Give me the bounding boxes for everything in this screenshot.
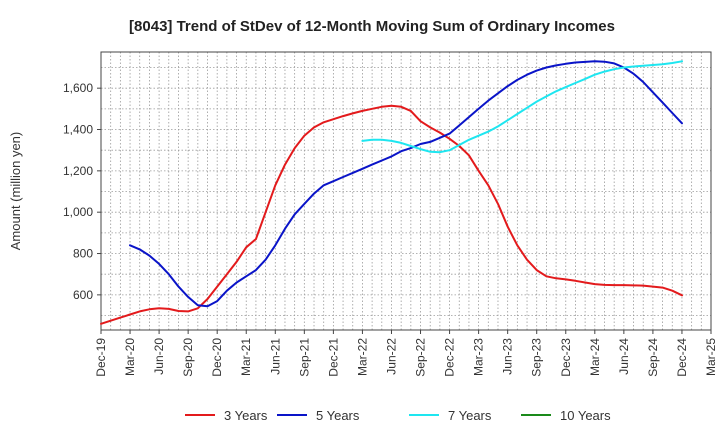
grid-layer xyxy=(101,52,711,330)
legend-label: 3 Years xyxy=(224,408,268,423)
y-tick-label: 800 xyxy=(73,247,93,261)
chart-title: [8043] Trend of StDev of 12-Month Moving… xyxy=(129,18,615,35)
x-tick-label: Dec-22 xyxy=(443,338,457,377)
legend: 3 Years 5 Years 7 Years 10 Years xyxy=(185,408,611,423)
y-tick-label: 1,600 xyxy=(63,81,93,95)
x-tick-label: Sep-20 xyxy=(181,338,195,377)
y-tick-label: 600 xyxy=(73,288,93,302)
y-axis-label: Amount (million yen) xyxy=(8,132,23,251)
y-tick-label: 1,200 xyxy=(63,164,93,178)
y-axis-ticks: 600 800 1,000 1,200 1,400 1,600 xyxy=(63,81,101,302)
plot-frame xyxy=(100,51,712,331)
series-line-3-years xyxy=(100,104,683,325)
x-tick-label: Mar-23 xyxy=(472,338,486,376)
x-tick-label: Dec-23 xyxy=(559,338,573,377)
x-tick-label: Jun-22 xyxy=(384,338,398,375)
legend-label: 10 Years xyxy=(560,408,611,423)
series-line-5-years xyxy=(129,60,683,308)
series-layer xyxy=(100,60,683,325)
x-tick-label: Sep-21 xyxy=(297,338,311,377)
x-tick-label: Jun-23 xyxy=(501,338,515,375)
y-tick-label: 1,000 xyxy=(63,205,93,219)
x-tick-label: Dec-24 xyxy=(675,338,689,377)
x-tick-label: Sep-23 xyxy=(530,338,544,377)
x-tick-label: Mar-20 xyxy=(123,338,137,376)
x-tick-label: Mar-21 xyxy=(239,338,253,376)
legend-label: 7 Years xyxy=(448,408,492,423)
x-tick-label: Sep-24 xyxy=(646,338,660,377)
x-tick-label: Dec-21 xyxy=(326,338,340,377)
x-tick-label: Mar-25 xyxy=(704,338,718,376)
x-tick-label: Sep-22 xyxy=(414,338,428,377)
x-tick-label: Jun-20 xyxy=(152,338,166,375)
x-tick-label: Dec-19 xyxy=(94,338,108,377)
x-tick-label: Dec-20 xyxy=(210,338,224,377)
legend-label: 5 Years xyxy=(316,408,360,423)
x-axis-ticks: Dec-19 Mar-20 Jun-20 Sep-20 Dec-20 Mar-21 Jun-… xyxy=(94,330,718,377)
plot-area xyxy=(101,52,711,330)
x-tick-label: Mar-22 xyxy=(355,338,369,376)
x-tick-label: Jun-24 xyxy=(617,338,631,375)
x-tick-label: Jun-21 xyxy=(268,338,282,375)
x-tick-label: Mar-24 xyxy=(588,338,602,376)
y-tick-label: 1,400 xyxy=(63,123,93,137)
series-line-7-years xyxy=(361,60,683,154)
